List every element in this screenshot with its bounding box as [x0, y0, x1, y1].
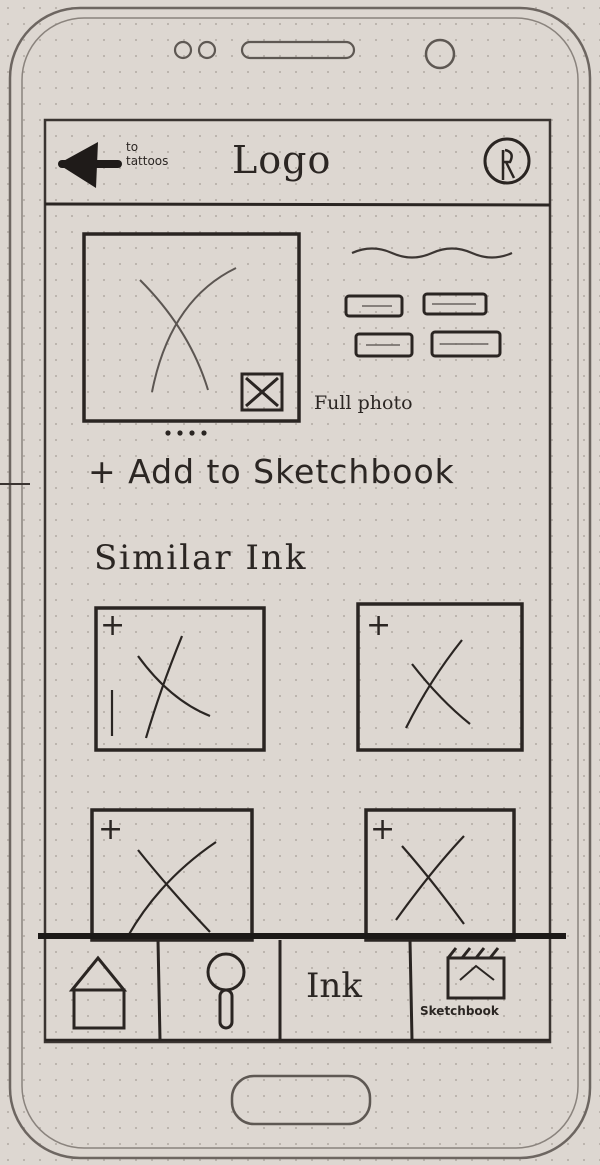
add-similar-button[interactable]: +	[100, 608, 126, 643]
similar-tattoo-image[interactable]	[90, 808, 254, 942]
sensor-icon	[173, 40, 193, 60]
tag-pill[interactable]	[354, 332, 414, 358]
app-logo: Logo	[232, 138, 332, 182]
similar-tattoo-image[interactable]	[356, 602, 524, 752]
phone-outline	[8, 6, 592, 1160]
title-squiggle	[351, 247, 513, 259]
full-photo-label[interactable]: Full photo	[314, 392, 413, 414]
back-label-line1: to	[126, 140, 139, 154]
tag-pill[interactable]	[344, 294, 404, 318]
sketchbook-icon[interactable]	[446, 956, 506, 1000]
pager-dot-icon[interactable]	[201, 430, 207, 436]
add-similar-button[interactable]: +	[370, 812, 396, 847]
screen-outline	[43, 118, 552, 1044]
home-icon[interactable]	[68, 955, 128, 992]
sensor-icon	[197, 40, 217, 60]
back-label-line2: tattoos	[126, 154, 169, 168]
pager-dot-icon[interactable]	[165, 430, 171, 436]
nav-ink-tab[interactable]: Ink	[306, 966, 362, 1006]
similar-tattoo-image[interactable]	[94, 606, 266, 752]
nav-sketchbook-label[interactable]: Sketchbook	[420, 1004, 499, 1018]
add-similar-button[interactable]: +	[366, 608, 392, 643]
home-hardware-button[interactable]	[230, 1074, 372, 1126]
similar-tattoo-image[interactable]	[364, 808, 516, 942]
add-similar-button[interactable]: +	[98, 812, 124, 847]
tag-pill[interactable]	[430, 330, 502, 358]
profile-icon[interactable]	[483, 137, 531, 185]
similar-ink-heading: Similar Ink	[94, 538, 308, 578]
main-tattoo-image[interactable]	[82, 232, 301, 423]
add-to-sketchbook-button[interactable]: + Add to Sketchbook	[88, 452, 455, 491]
expand-icon[interactable]	[240, 372, 284, 412]
speaker-icon	[240, 40, 356, 60]
search-icon[interactable]	[206, 952, 246, 992]
tag-pill[interactable]	[422, 292, 488, 316]
front-camera-icon	[424, 38, 456, 70]
pager-dot-icon[interactable]	[189, 430, 195, 436]
pager-dot-icon[interactable]	[177, 430, 183, 436]
back-label[interactable]: to tattoos	[126, 140, 168, 168]
